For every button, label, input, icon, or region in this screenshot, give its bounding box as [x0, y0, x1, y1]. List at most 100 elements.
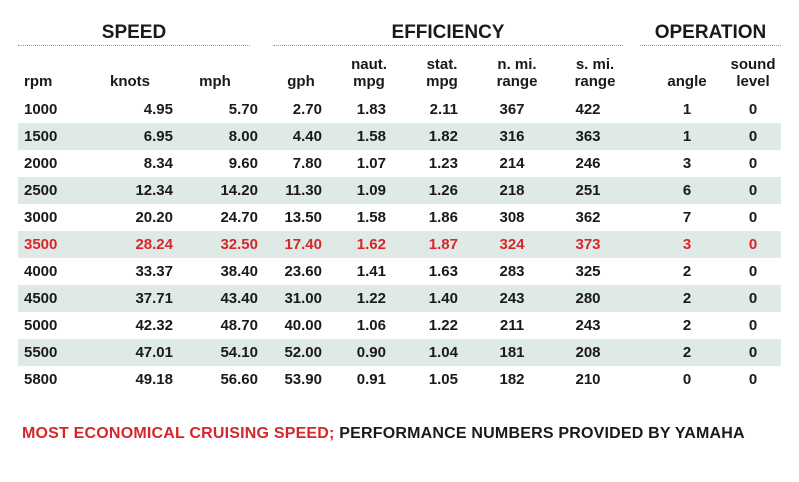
cell-mph: 5.70: [228, 101, 258, 118]
cell-angle: 2: [682, 317, 692, 334]
cell-s-mi-range: 325: [575, 263, 601, 280]
cell-s-mi-range: 208: [575, 344, 601, 361]
col-header-naut-mpg-line2: mpg: [353, 73, 385, 90]
cell-angle: 3: [682, 236, 692, 253]
cell-sound-level: 0: [748, 290, 758, 307]
cell-gph: 23.60: [284, 263, 322, 280]
cell-rpm: 3000: [24, 209, 58, 226]
cell-mph: 43.40: [220, 290, 258, 307]
cell-angle: 3: [682, 155, 692, 172]
cell-n-mi-range: 182: [499, 371, 525, 388]
cell-angle: 0: [682, 371, 692, 388]
col-header-naut-mpg: naut. mpg: [338, 50, 400, 90]
cell-stat-mpg: 1.82: [428, 128, 458, 145]
col-header-gph-label: gph: [287, 73, 315, 90]
cell-naut-mpg: 1.07: [356, 155, 386, 172]
table-row: 1000 4.95 5.70 2.70 1.83 2.11 367 422 1 0: [18, 96, 781, 123]
col-header-mph-label: mph: [199, 73, 231, 90]
cell-s-mi-range: 210: [575, 371, 601, 388]
cell-s-mi-range: 362: [575, 209, 601, 226]
efficiency-group-header: EFFICIENCY: [273, 18, 623, 48]
cell-knots: 4.95: [143, 101, 173, 118]
cell-rpm: 1000: [24, 101, 58, 118]
cell-naut-mpg: 1.41: [356, 263, 386, 280]
cell-gph: 7.80: [292, 155, 322, 172]
cell-mph: 56.60: [220, 371, 258, 388]
table-row: 2500 12.34 14.20 11.30 1.09 1.26 218 251 6 0: [18, 177, 781, 204]
cell-mph: 9.60: [228, 155, 258, 172]
cell-n-mi-range: 218: [499, 182, 525, 199]
cell-naut-mpg: 1.62: [356, 236, 386, 253]
cell-sound-level: 0: [748, 371, 758, 388]
speed-group-title: SPEED: [101, 22, 167, 43]
cell-rpm: 5500: [24, 344, 58, 361]
col-header-knots-label: knots: [109, 73, 150, 90]
cell-gph: 52.00: [284, 344, 322, 361]
cell-knots: 37.71: [135, 290, 173, 307]
col-header-n-mi-range-line2: range: [496, 73, 538, 90]
cell-n-mi-range: 308: [499, 209, 525, 226]
efficiency-group-title: EFFICIENCY: [391, 22, 505, 43]
cell-mph: 32.50: [220, 236, 258, 253]
cell-stat-mpg: 2.11: [429, 101, 458, 118]
table-row: 4000 33.37 38.40 23.60 1.41 1.63 283 325 2 0: [18, 258, 781, 285]
col-header-n-mi-range-line1: n. mi.: [497, 56, 537, 73]
cell-naut-mpg: 1.06: [356, 317, 386, 334]
cell-sound-level: 0: [748, 236, 758, 253]
speed-group-header: SPEED: [18, 18, 250, 48]
footer-highlight-text: MOST ECONOMICAL CRUISING SPEED;: [22, 425, 335, 442]
col-header-s-mi-range: s. mi. range: [564, 50, 626, 90]
cell-sound-level: 0: [748, 317, 758, 334]
cell-sound-level: 0: [748, 101, 758, 118]
cell-stat-mpg: 1.40: [428, 290, 458, 307]
cell-naut-mpg: 1.58: [356, 209, 386, 226]
col-header-angle: angle: [659, 50, 715, 90]
col-header-sound-level-line1: sound: [730, 56, 776, 73]
cell-gph: 11.30: [285, 182, 322, 199]
cell-gph: 2.70: [292, 101, 322, 118]
cell-rpm: 2500: [24, 182, 58, 199]
cell-n-mi-range: 181: [499, 344, 525, 361]
cell-stat-mpg: 1.05: [428, 371, 458, 388]
table-row: 5800 49.18 56.60 53.90 0.91 1.05 182 210 0 0: [18, 366, 781, 393]
col-header-gph: gph: [276, 50, 326, 90]
col-header-rpm-label: rpm: [24, 73, 53, 90]
cell-naut-mpg: 0.90: [356, 344, 386, 361]
cell-gph: 40.00: [284, 317, 322, 334]
cell-mph: 24.70: [220, 209, 258, 226]
cell-stat-mpg: 1.26: [428, 182, 458, 199]
cell-n-mi-range: 316: [499, 128, 525, 145]
cell-angle: 2: [682, 263, 692, 280]
cell-angle: 1: [682, 128, 692, 145]
cell-n-mi-range: 243: [499, 290, 525, 307]
table-row: 5000 42.32 48.70 40.00 1.06 1.22 211 243 2 0: [18, 312, 781, 339]
col-header-naut-mpg-line1: naut.: [351, 56, 387, 73]
cell-angle: 1: [682, 101, 692, 118]
cell-n-mi-range: 214: [499, 155, 525, 172]
col-header-mph: mph: [185, 50, 245, 90]
cell-rpm: 4000: [24, 263, 58, 280]
table-row: 5500 47.01 54.10 52.00 0.90 1.04 181 208 2 0: [18, 339, 781, 366]
col-header-sound-level-line2: level: [736, 73, 770, 90]
cell-sound-level: 0: [748, 128, 758, 145]
cell-rpm: 5000: [24, 317, 58, 334]
cell-gph: 13.50: [284, 209, 322, 226]
cell-mph: 8.00: [228, 128, 258, 145]
cell-rpm: 5800: [24, 371, 58, 388]
table-row: 4500 37.71 43.40 31.00 1.22 1.40 243 280 2 0: [18, 285, 781, 312]
cell-s-mi-range: 373: [575, 236, 601, 253]
col-header-s-mi-range-line2: range: [574, 73, 616, 90]
col-header-stat-mpg-line2: mpg: [426, 73, 458, 90]
cell-n-mi-range: 211: [499, 317, 525, 334]
cell-knots: 49.18: [135, 371, 173, 388]
col-header-s-mi-range-line1: s. mi.: [575, 56, 615, 73]
cell-angle: 6: [682, 182, 692, 199]
efficiency-group-divider: [273, 45, 623, 46]
cell-stat-mpg: 1.22: [428, 317, 458, 334]
cell-naut-mpg: 1.22: [356, 290, 386, 307]
cell-stat-mpg: 1.86: [428, 209, 458, 226]
cell-rpm: 1500: [24, 128, 58, 145]
cell-stat-mpg: 1.23: [428, 155, 458, 172]
cell-s-mi-range: 280: [575, 290, 601, 307]
cell-rpm: 4500: [24, 290, 58, 307]
